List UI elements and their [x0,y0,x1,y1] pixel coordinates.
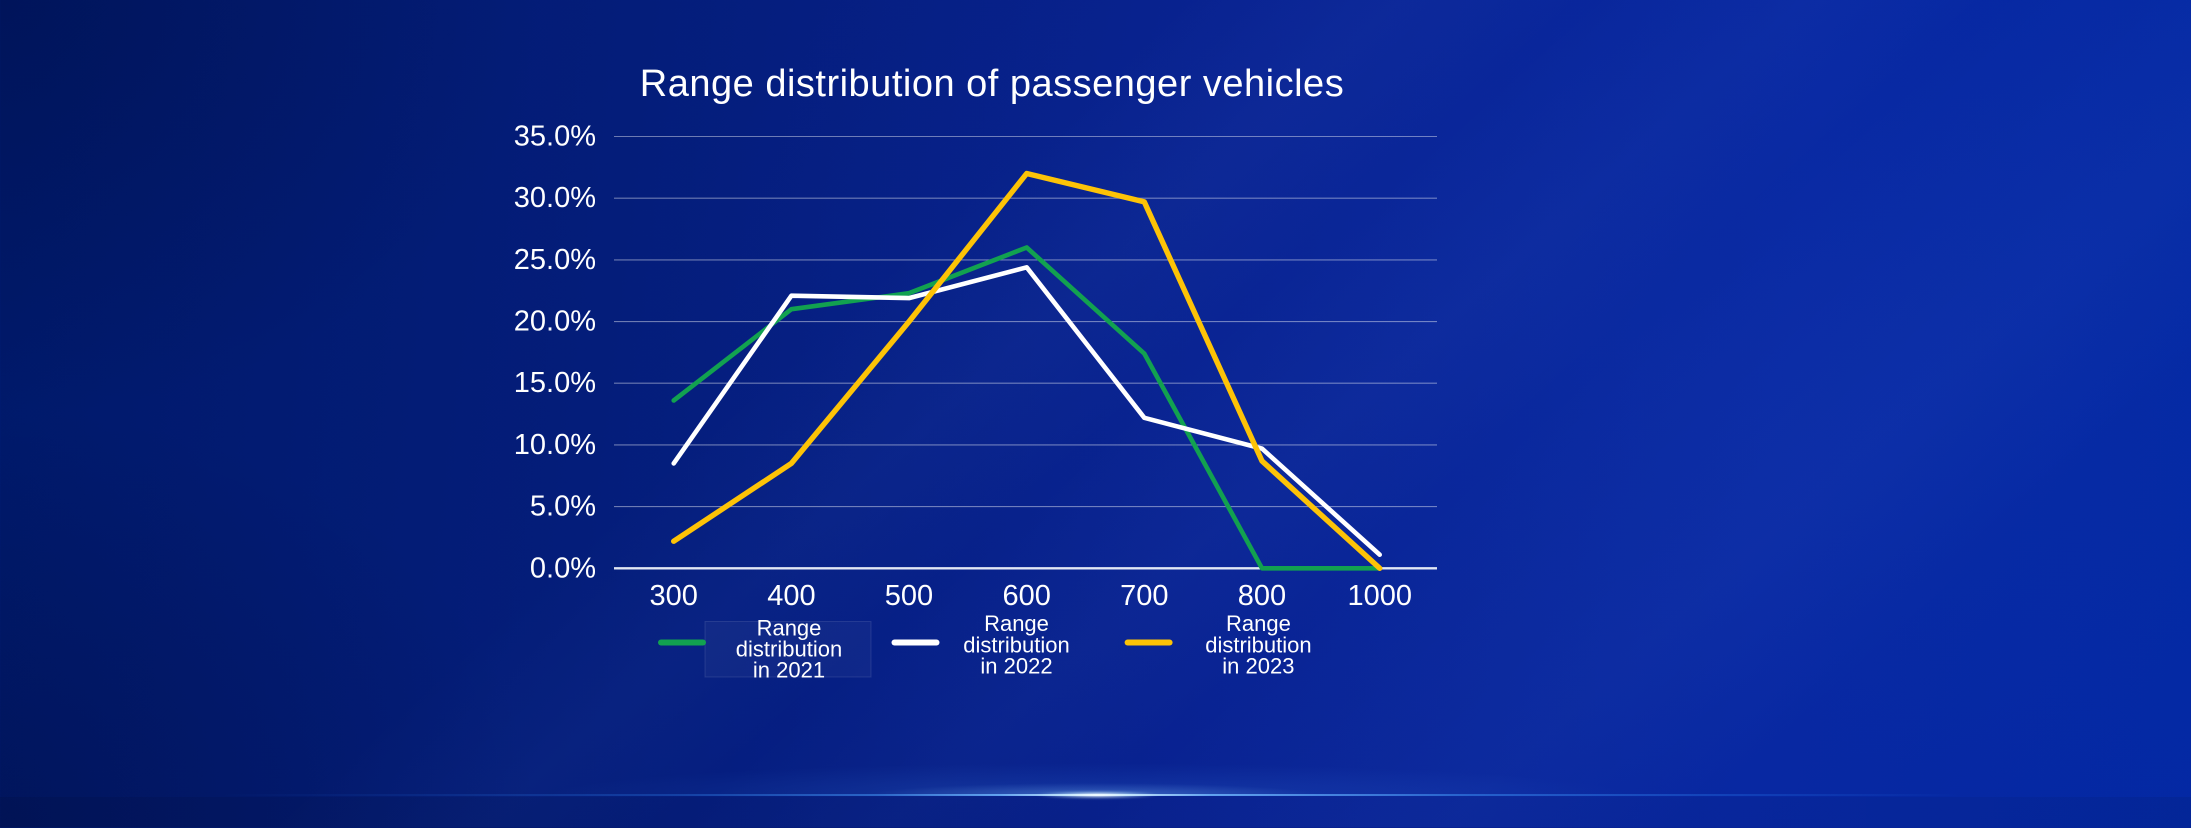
svg-text:800: 800 [1238,580,1286,612]
svg-text:10.0%: 10.0% [514,429,596,461]
svg-text:1000: 1000 [1347,580,1412,612]
svg-text:700: 700 [1120,580,1168,612]
svg-text:20.0%: 20.0% [514,306,596,338]
svg-text:35.0%: 35.0% [514,121,596,153]
svg-text:Range: Range [984,611,1049,636]
svg-text:0.0%: 0.0% [530,552,596,584]
svg-text:distribution: distribution [736,637,842,662]
svg-text:5.0%: 5.0% [530,491,596,523]
svg-text:in 2023: in 2023 [1222,654,1294,679]
svg-text:30.0%: 30.0% [514,182,596,214]
svg-text:25.0%: 25.0% [514,244,596,276]
svg-text:distribution: distribution [963,632,1069,657]
svg-text:600: 600 [1003,580,1051,612]
svg-text:Range: Range [1226,611,1291,636]
svg-text:in 2022: in 2022 [980,654,1052,679]
svg-text:in 2021: in 2021 [753,658,825,683]
svg-text:Range distribution of passenge: Range distribution of passenger vehicles [640,63,1344,105]
svg-text:300: 300 [650,580,698,612]
svg-text:500: 500 [885,580,933,612]
svg-text:400: 400 [767,580,815,612]
svg-text:15.0%: 15.0% [514,367,596,399]
svg-text:Range: Range [757,616,822,641]
svg-text:distribution: distribution [1205,632,1311,657]
